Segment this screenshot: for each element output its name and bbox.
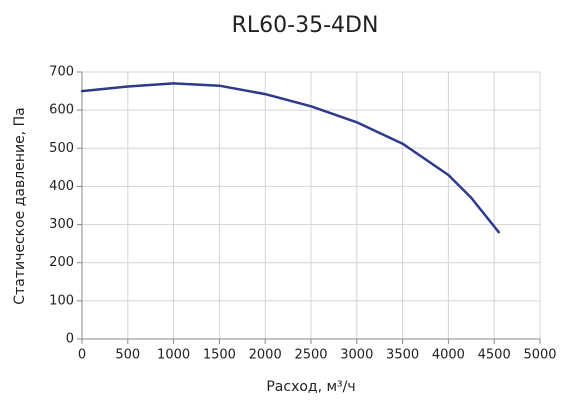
y-tick-label: 400 xyxy=(49,179,74,194)
x-tick-label: 1500 xyxy=(203,348,236,363)
x-tick-label: 4000 xyxy=(432,348,465,363)
x-tick-label: 2000 xyxy=(249,348,282,363)
x-tick-label: 500 xyxy=(115,348,140,363)
x-tick-label: 0 xyxy=(78,348,86,363)
x-axis-label: Расход, м³/ч xyxy=(266,379,355,395)
y-axis-label: Статическое давление, Па xyxy=(12,107,28,304)
chart-title: RL60-35-4DN xyxy=(232,13,379,38)
y-tick-label: 0 xyxy=(66,332,74,347)
x-tick-label: 3000 xyxy=(340,348,373,363)
y-tick-label: 300 xyxy=(49,217,74,232)
y-tick-label: 200 xyxy=(49,255,74,270)
x-tick-label: 1000 xyxy=(157,348,190,363)
x-tick-label: 4500 xyxy=(478,348,511,363)
y-tick-label: 600 xyxy=(49,103,74,118)
y-tick-label: 500 xyxy=(49,141,74,156)
x-tick-label: 3500 xyxy=(386,348,419,363)
x-tick-label: 5000 xyxy=(523,348,556,363)
x-tick-label: 2500 xyxy=(294,348,327,363)
data-line xyxy=(80,82,501,234)
y-tick-label: 700 xyxy=(49,65,74,80)
y-tick-label: 100 xyxy=(49,293,74,308)
